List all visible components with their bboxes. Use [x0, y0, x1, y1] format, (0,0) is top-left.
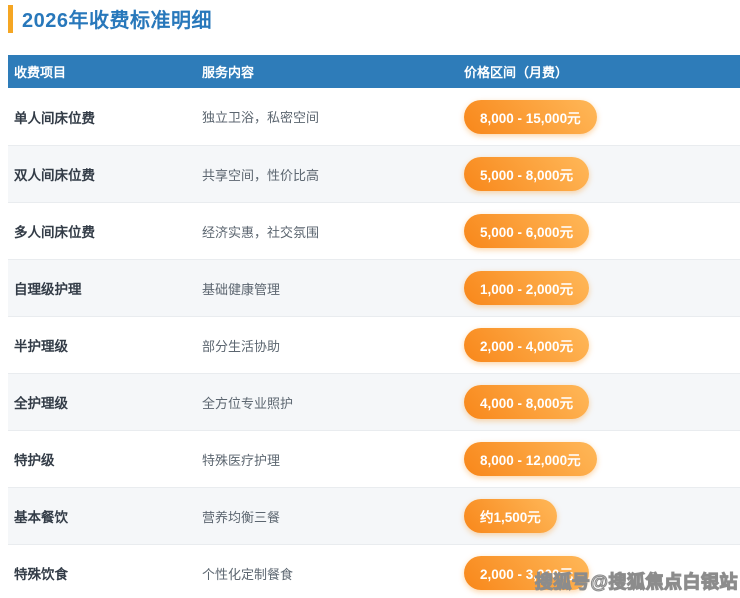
fee-item-name: 多人间床位费: [14, 225, 95, 240]
price-badge: 5,000 - 6,000元: [464, 214, 590, 248]
fee-item-name: 单人间床位费: [14, 110, 95, 126]
price-badge: 5,000 - 8,000元: [464, 157, 590, 191]
table-row: 自理级护理 基础健康管理 1,000 - 2,000元: [8, 259, 740, 316]
price-badge: 1,000 - 2,000元: [464, 271, 590, 305]
page-title: 2026年收费标准明细: [22, 10, 212, 32]
fee-item-name: 半护理级: [14, 339, 68, 354]
table-row: 多人间床位费 经济实惠，社交氛围 5,000 - 6,000元: [8, 202, 740, 259]
service-desc: 个性化定制餐食: [202, 566, 294, 582]
watermark-text: 搜狐号@搜狐焦点白银站: [534, 571, 738, 592]
service-desc: 营养均衡三餐: [202, 509, 281, 525]
fee-item-name: 特殊饮食: [14, 567, 68, 582]
table-row: 半护理级 部分生活协助 2,000 - 4,000元: [8, 316, 740, 373]
table-row: 特护级 特殊医疗护理 8,000 - 12,000元: [8, 430, 740, 487]
column-header-price: 价格区间（月费）: [464, 65, 569, 80]
price-badge: 4,000 - 8,000元: [464, 385, 590, 419]
fee-table: 收费项目 服务内容 价格区间（月费） 单人间床位费 独立卫浴，私密空间 8,00…: [8, 55, 740, 598]
table-row: 双人间床位费 共享空间，性价比高 5,000 - 8,000元: [8, 145, 740, 202]
table-row: 全护理级 全方位专业照护 4,000 - 8,000元: [8, 373, 740, 430]
table-header-row: 收费项目 服务内容 价格区间（月费）: [8, 55, 740, 88]
fee-item-name: 全护理级: [14, 396, 68, 411]
table-body: 单人间床位费 独立卫浴，私密空间 8,000 - 15,000元 双人间床位费 …: [8, 88, 740, 598]
page-title-block: 2026年收费标准明细: [8, 4, 212, 33]
title-accent-bar: [8, 4, 13, 33]
table-row: 基本餐饮 营养均衡三餐 约1,500元: [8, 487, 740, 544]
service-desc: 共享空间，性价比高: [202, 167, 320, 183]
service-desc: 独立卫浴，私密空间: [202, 110, 320, 125]
service-desc: 部分生活协助: [202, 338, 281, 354]
service-desc: 经济实惠，社交氛围: [202, 224, 320, 240]
service-desc: 全方位专业照护: [202, 395, 294, 411]
column-header-service: 服务内容: [202, 65, 255, 80]
price-badge: 8,000 - 15,000元: [464, 99, 597, 134]
fee-item-name: 双人间床位费: [14, 168, 95, 183]
price-badge: 2,000 - 3,000元: [464, 556, 590, 590]
table-row: 单人间床位费 独立卫浴，私密空间 8,000 - 15,000元: [8, 88, 740, 145]
table-row: 特殊饮食 个性化定制餐食 2,000 - 3,000元: [8, 544, 740, 598]
price-badge: 8,000 - 12,000元: [464, 442, 597, 476]
fee-item-name: 自理级护理: [14, 282, 82, 297]
column-header-item: 收费项目: [14, 65, 67, 80]
fee-item-name: 特护级: [14, 453, 55, 468]
price-badge: 2,000 - 4,000元: [464, 328, 590, 362]
service-desc: 基础健康管理: [202, 281, 281, 297]
service-desc: 特殊医疗护理: [202, 452, 281, 468]
fee-item-name: 基本餐饮: [14, 510, 68, 525]
price-badge: 约1,500元: [464, 499, 557, 533]
